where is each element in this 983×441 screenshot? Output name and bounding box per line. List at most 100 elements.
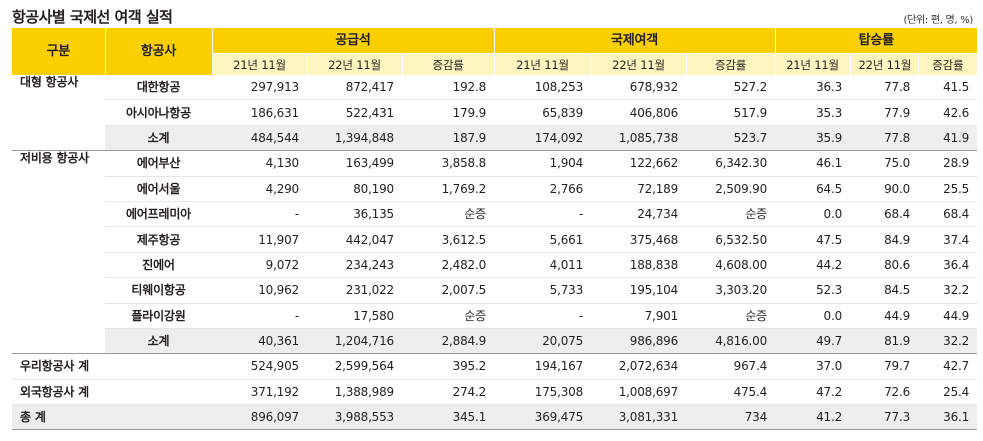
table-cell: 17,580 [307, 303, 402, 329]
table-cell: 375,468 [591, 226, 687, 253]
table-cell: 6,342.30 [686, 150, 776, 177]
table-row: 대형 항공사 대한항공 297,913 872,417 192.8 108,253 678,… [12, 75, 978, 152]
table-cell: 371,192 [212, 379, 307, 406]
table-cell: 3,612.5 [402, 226, 495, 253]
subheader: 22년 11월 [849, 53, 919, 75]
table-cell: 163,499 [307, 150, 402, 177]
table-cell: 2,766 [494, 176, 592, 202]
table-cell: 2,884.9 [402, 328, 495, 355]
table-cell: 77.9 [850, 99, 919, 126]
table-cell: 80,190 [307, 176, 402, 202]
table-cell: 231,022 [307, 277, 402, 304]
table-cell: 46.1 [775, 150, 851, 177]
table-cell: 0.0 [775, 201, 851, 228]
table-cell: 37.4 [918, 226, 978, 253]
table-cell: 79.7 [850, 353, 919, 380]
table-cell: 1,388,989 [307, 379, 402, 406]
subheader: 22년 11월 [306, 53, 402, 75]
table-cell: 1,204,716 [307, 328, 402, 355]
table-cell: 24,734 [591, 201, 687, 228]
table-cell: 41.2 [775, 404, 851, 431]
header-group-passengers: 국제여객 [493, 28, 776, 54]
table-cell: 36,135 [307, 201, 402, 228]
table-cell: - [212, 303, 307, 329]
table-cell: 523.7 [686, 125, 776, 152]
table-cell: 4,011 [494, 252, 592, 279]
table-cell: - [494, 201, 592, 228]
table-cell: 967.4 [686, 353, 776, 380]
table-cell: 4,608.00 [686, 252, 776, 279]
table-cell: 194,167 [494, 353, 592, 380]
table-cell: 4,816.00 [686, 328, 776, 355]
airline-name: 티웨이항공 [105, 277, 212, 304]
table-cell: 75.0 [850, 150, 919, 177]
table-cell: 524,905 [212, 353, 307, 380]
subheader: 21년 11월 [211, 53, 307, 75]
table-cell: 122,662 [591, 150, 687, 177]
table-cell: 9,072 [212, 252, 307, 279]
table-cell: 297,913 [212, 75, 307, 101]
airline-name: 에어프레미아 [105, 201, 212, 228]
table-row: 아시아나항공 186,631 522,431 179.9 65,839 406,806 51… [12, 99, 978, 126]
table-cell: 20,075 [494, 328, 592, 355]
subheader: 증감률 [401, 53, 495, 75]
table-cell: 44.9 [918, 303, 978, 329]
airline-name: 에어서울 [105, 176, 212, 202]
table-cell: 32.2 [918, 328, 978, 355]
table-cell: 47.5 [775, 226, 851, 253]
table-cell: 42.6 [918, 99, 978, 126]
table-cell: 68.4 [850, 201, 919, 228]
table-cell: 522,431 [307, 99, 402, 126]
table-cell: 84.9 [850, 226, 919, 253]
table-cell: 442,047 [307, 226, 402, 253]
airline-name: 대한항공 [105, 75, 212, 101]
table-cell: 32.2 [918, 277, 978, 304]
table-cell: 81.9 [850, 328, 919, 355]
subtotal-row: 소계 484,544 1,394,848 187.9 174,092 1,085,738 5… [12, 125, 978, 152]
table-cell: 80.6 [850, 252, 919, 279]
unit-note: (단위: 편, 명, %) [903, 15, 974, 26]
table-cell: 68.4 [918, 201, 978, 228]
table-cell: 35.9 [775, 125, 851, 152]
table-cell: 37.0 [775, 353, 851, 380]
table-cell: 484,544 [212, 125, 307, 152]
table-cell: 2,482.0 [402, 252, 495, 279]
total-row: 우리항공사 계 524,905 2,599,564 395.2 194,167 2,072… [12, 353, 978, 380]
subheader: 21년 11월 [774, 53, 851, 75]
table-cell: 872,417 [307, 75, 402, 101]
table-cell: 2,072,634 [591, 353, 687, 380]
subheader: 21년 11월 [493, 53, 592, 75]
table-cell: 36.4 [918, 252, 978, 279]
table-title: 항공사별 국제선 여객 실적 [12, 8, 173, 26]
table-cell: 65,839 [494, 99, 592, 126]
table-cell: 188,838 [591, 252, 687, 279]
table-row: 플라이강원 -17,580 순증 -7,901 순증 0.0 44.9 44.9 [12, 303, 978, 329]
table-cell: 3,081,331 [591, 404, 687, 431]
subtotal-label: 소계 [105, 328, 212, 355]
table-cell: 274.2 [402, 379, 495, 406]
table-cell: 41.9 [918, 125, 978, 152]
table-cell: 77.8 [850, 75, 919, 101]
table-cell: 52.3 [775, 277, 851, 304]
table-row: 저비용 항공사 에어부산 4,130 163,499 3,858.8 1,904 122,6… [12, 150, 978, 355]
grand-total-row: 총 계 896,097 3,988,553 345.1 369,475 3,081,331… [12, 404, 978, 431]
category-label: 대형 항공사 [12, 75, 105, 152]
table-cell: 234,243 [307, 252, 402, 279]
table-cell: 35.3 [775, 99, 851, 126]
airline-name: 제주항공 [105, 226, 212, 253]
header-group-seats: 공급석 [211, 28, 495, 54]
table-cell: 10,962 [212, 277, 307, 304]
airline-name: 진에어 [105, 252, 212, 279]
table-cell: 2,509.90 [686, 176, 776, 202]
table-cell: 순증 [402, 201, 495, 228]
passenger-table: 구분 항공사 공급석 국제여객 탑승률 21년 11월 22년 11월 증감률 … [12, 28, 978, 431]
table-cell: 36.3 [775, 75, 851, 101]
table-body: 대형 항공사 대한항공 297,913 872,417 192.8 108,253 678,… [12, 75, 978, 431]
table-cell: 40,361 [212, 328, 307, 355]
total-label: 총 계 [12, 404, 212, 431]
table-cell: 406,806 [591, 99, 687, 126]
subheader: 증감률 [685, 53, 776, 75]
header-airline: 항공사 [104, 28, 212, 75]
table-cell: 678,932 [591, 75, 687, 101]
table-cell: 28.9 [918, 150, 978, 177]
